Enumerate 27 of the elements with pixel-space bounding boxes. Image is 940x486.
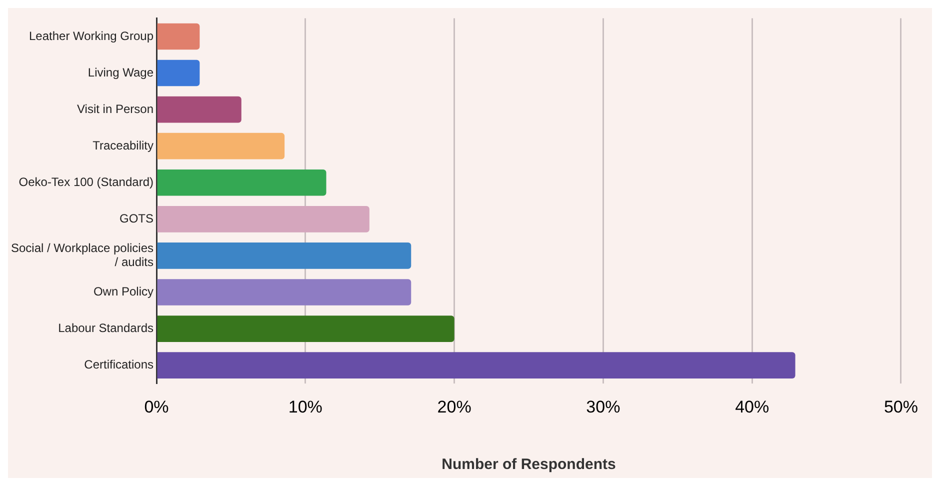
x-tick-label: 0% — [144, 397, 169, 416]
x-tick-label: 20% — [437, 397, 472, 416]
x-axis-title: Number of Respondents — [442, 456, 616, 474]
bar — [157, 316, 454, 342]
y-tick-label: Own Policy — [93, 284, 154, 299]
y-tick-label: Traceability — [92, 138, 154, 152]
y-tick-label: GOTS — [119, 211, 154, 226]
y-tick-label: Oeko-Tex 100 (Standard) — [18, 174, 154, 189]
bar — [157, 132, 285, 160]
bar — [157, 352, 796, 378]
x-tick-label: 40% — [735, 397, 770, 416]
y-tick-label: Visit in Person — [77, 102, 154, 116]
bar — [157, 206, 370, 232]
x-tick-label: 50% — [884, 397, 918, 416]
y-tick-label: Living Wage — [88, 65, 154, 80]
y-tick-label: Certifications — [84, 358, 154, 372]
bar — [157, 242, 412, 269]
y-tick-label: Leather Working Group — [28, 28, 154, 43]
x-tick-label: 10% — [288, 397, 322, 416]
bar — [157, 169, 326, 196]
y-tick-label: Labour Standards — [58, 321, 154, 336]
bar — [157, 23, 200, 50]
bar — [157, 279, 412, 306]
x-tick-label: 30% — [586, 397, 620, 416]
bar — [157, 96, 242, 123]
y-tick-label: Social / Workplace policies / audits — [10, 240, 154, 270]
bar — [157, 60, 200, 86]
